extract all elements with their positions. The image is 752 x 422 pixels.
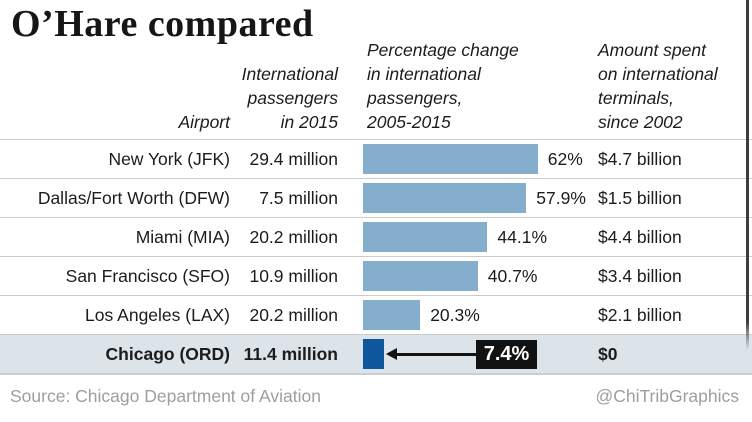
pct-change-bar [363,261,478,291]
table-row: Dallas/Fort Worth (DFW) 7.5 million 57.9… [0,178,752,217]
column-header-passengers: International passengers in 2015 [241,64,338,132]
screenshot-edge-artifact [746,0,749,350]
table-row: Los Angeles (LAX) 20.2 million 20.3% $2.… [0,295,752,334]
amount-spent-value: $1.5 billion [598,188,682,208]
airport-name: Los Angeles (LAX) [85,305,230,325]
pct-change-bar [363,222,488,252]
amount-spent-value: $4.7 billion [598,149,682,169]
airport-name: Miami (MIA) [135,227,230,247]
twitter-handle: @ChiTribGraphics [595,386,739,406]
column-header-airport: Airport [178,112,230,132]
airport-name: Chicago (ORD) [105,344,230,364]
pct-change-bar [363,339,384,369]
table-row: San Francisco (SFO) 10.9 million 40.7% $… [0,256,752,295]
table-row: Miami (MIA) 20.2 million 44.1% $4.4 bill… [0,217,752,256]
airport-name: Dallas/Fort Worth (DFW) [37,188,230,208]
pct-change-label: 62% [547,148,583,169]
pct-change-bar [363,183,527,213]
column-headers: Airport International passengers in 2015… [0,0,752,139]
passengers-value: 11.4 million [243,344,338,364]
amount-spent-value: $0 [598,344,618,364]
amount-spent-value: $4.4 billion [598,227,682,247]
amount-spent-value: $3.4 billion [598,266,682,286]
pct-change-bar [363,144,538,174]
pct-change-label: 40.7% [487,265,538,286]
pct-change-label: 57.9% [536,187,586,208]
page-title: O’Hare compared [11,3,314,45]
table-row: Chicago (ORD) 11.4 million 7.4% $0 7.4% [0,334,752,375]
column-header-amount: Amount spent on international terminals,… [598,40,718,132]
table-row: New York (JFK) 29.4 million 62% $4.7 bil… [0,139,752,178]
passengers-value: 10.9 million [249,266,338,286]
pct-change-label: 20.3% [430,304,480,325]
airport-name: San Francisco (SFO) [65,266,230,286]
source-credit: Source: Chicago Department of Aviation [10,386,321,406]
pct-change-bar [363,300,421,330]
pct-change-label: 44.1% [497,226,548,247]
passengers-value: 29.4 million [249,149,338,169]
airport-name: New York (JFK) [108,149,230,169]
passengers-value: 7.5 million [259,188,338,208]
table-body: New York (JFK) 29.4 million 62% $4.7 bil… [0,139,752,375]
amount-spent-value: $2.1 billion [598,305,682,325]
passengers-value: 20.2 million [249,227,338,247]
arrow-line [396,353,476,356]
column-header-pct-change: Percentage change in international passe… [367,40,519,132]
arrow-left-icon [386,348,397,360]
pct-callout-label: 7.4% [476,340,537,369]
passengers-value: 20.2 million [249,305,338,325]
